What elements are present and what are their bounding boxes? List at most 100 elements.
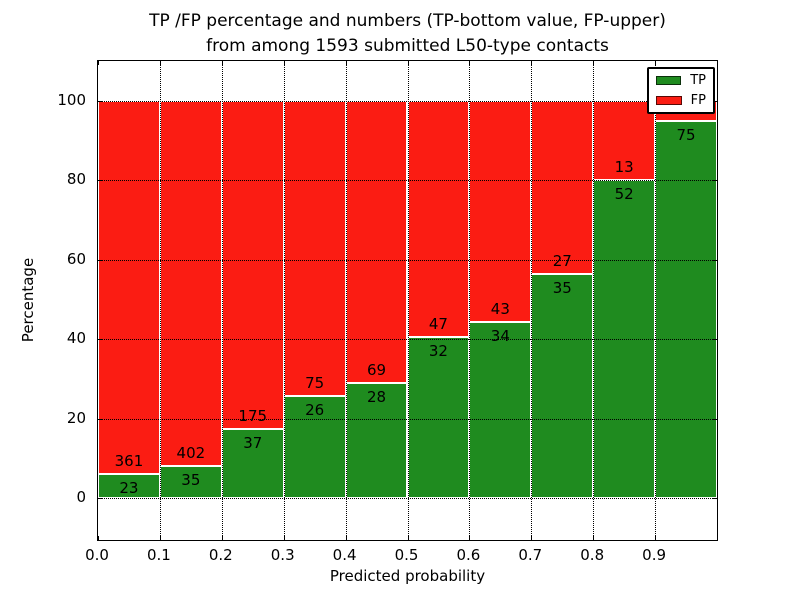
- x-tick-label: 0.0: [85, 546, 109, 564]
- bar-segment-tp: [531, 273, 594, 498]
- top-tick-mark: [469, 61, 471, 65]
- bottom-tick-mark: [593, 536, 595, 540]
- x-tick-label: 0.5: [394, 546, 419, 564]
- top-tick-mark: [531, 61, 533, 65]
- bottom-tick-mark: [345, 536, 347, 540]
- bar-segment-tp: [98, 474, 160, 498]
- right-tick-mark: [713, 180, 717, 181]
- left-tick-mark: [98, 259, 102, 261]
- bottom-tick-mark: [531, 536, 533, 540]
- bar-segment-fp: [407, 100, 470, 337]
- v-gridline: [655, 61, 657, 540]
- top-tick-mark: [283, 61, 285, 65]
- x-tick-label: 0.8: [580, 546, 605, 564]
- x-tick-label: 0.2: [208, 546, 233, 564]
- top-tick-mark: [345, 61, 347, 65]
- bottom-tick-mark: [717, 536, 718, 540]
- bottom-tick-mark: [283, 536, 285, 540]
- tp-count-label: 35: [552, 278, 572, 297]
- top-tick-mark: [593, 61, 595, 65]
- bar-segment-fp: [345, 100, 408, 384]
- legend-swatch-tp: [656, 76, 682, 85]
- top-tick-mark: [717, 61, 718, 65]
- y-tick-label: 100: [57, 90, 86, 109]
- v-gridline: [345, 61, 347, 540]
- tp-count-label: 23: [119, 479, 139, 498]
- v-gridline: [159, 61, 161, 540]
- chart-title-line1: TP /FP percentage and numbers (TP-bottom…: [149, 11, 666, 31]
- fp-count-label: 402: [176, 444, 206, 463]
- v-gridline: [593, 61, 595, 540]
- tp-count-label: 32: [428, 341, 448, 360]
- bar-segment-fp: [531, 100, 594, 274]
- left-tick-mark: [98, 418, 102, 420]
- x-tick-label: 0.7: [518, 546, 543, 564]
- tp-count-label: 37: [243, 433, 263, 452]
- right-tick-mark: [713, 498, 717, 499]
- tp-count-label: 52: [614, 185, 634, 203]
- chart-title-line2: from among 1593 submitted L50-type conta…: [206, 36, 609, 56]
- x-axis-label: Predicted probability: [329, 567, 486, 585]
- bar-segment-tp: [407, 336, 470, 498]
- top-tick-mark: [407, 61, 409, 65]
- bar-segment-fp: [283, 100, 346, 396]
- bottom-tick-mark: [98, 536, 99, 540]
- x-tick-label: 0.9: [642, 546, 667, 564]
- bar-segment-fp: [221, 100, 284, 429]
- right-tick-mark: [713, 339, 717, 340]
- legend-entry-fp: FP: [656, 94, 706, 107]
- v-gridline: [221, 61, 223, 540]
- y-tick-label: 20: [66, 408, 86, 427]
- bar-segment-tp: [159, 466, 222, 498]
- x-tick-label: 0.1: [146, 546, 171, 564]
- top-tick-mark: [159, 61, 161, 65]
- fp-count-label: 13: [614, 158, 634, 176]
- tp-count-label: 28: [367, 388, 387, 407]
- right-tick-mark: [713, 100, 717, 102]
- chart-title: TP /FP percentage and numbers (TP-bottom…: [97, 9, 718, 59]
- tp-count-label: 75: [676, 125, 696, 144]
- bar-segment-fp: [159, 100, 222, 467]
- v-gridline: [283, 61, 285, 540]
- left-tick-mark: [98, 339, 102, 340]
- right-tick-mark: [713, 418, 717, 420]
- y-tick-label: 40: [66, 329, 86, 347]
- v-gridline: [469, 61, 471, 540]
- y-tick-label: 80: [66, 170, 86, 188]
- fp-count-label: 69: [367, 361, 387, 380]
- fp-count-label: 43: [490, 300, 510, 319]
- x-tick-label: 0.4: [332, 546, 357, 564]
- bar-segment-tp: [221, 428, 284, 498]
- right-tick-mark: [713, 259, 717, 261]
- v-gridline: [407, 61, 409, 540]
- y-tick-label: 60: [66, 249, 86, 268]
- fp-count-label: 361: [114, 452, 144, 471]
- x-tick-label: 0.6: [456, 546, 481, 564]
- bottom-tick-mark: [407, 536, 409, 540]
- tp-count-label: 26: [305, 400, 325, 419]
- left-tick-mark: [98, 498, 102, 499]
- top-tick-mark: [221, 61, 223, 65]
- bar-segment-fp: [98, 100, 160, 475]
- bar-segment-tp: [655, 120, 717, 498]
- bar-segment-tp: [469, 322, 532, 498]
- legend-label: TP: [690, 73, 706, 88]
- top-tick-mark: [98, 61, 99, 65]
- fp-count-label: 75: [305, 373, 325, 392]
- plot-area: TP FP 361 23 402 35 175 37 75 26 69 28 47 32 43 34 27 35…: [97, 60, 718, 541]
- bar-segment-fp: [469, 100, 532, 323]
- bottom-tick-mark: [655, 536, 657, 540]
- tp-count-label: 35: [181, 471, 201, 490]
- legend-entry-tp: TP: [656, 74, 706, 87]
- legend-swatch-fp: [656, 96, 682, 105]
- fp-count-label: 27: [552, 251, 572, 270]
- fp-count-label: 47: [428, 314, 448, 333]
- x-tick-label: 0.3: [270, 546, 295, 564]
- bottom-tick-mark: [159, 536, 161, 540]
- left-tick-mark: [98, 100, 102, 102]
- v-gridline: [531, 61, 533, 540]
- left-tick-mark: [98, 180, 102, 181]
- tp-count-label: 34: [490, 327, 510, 346]
- y-tick-label: 0: [76, 488, 86, 506]
